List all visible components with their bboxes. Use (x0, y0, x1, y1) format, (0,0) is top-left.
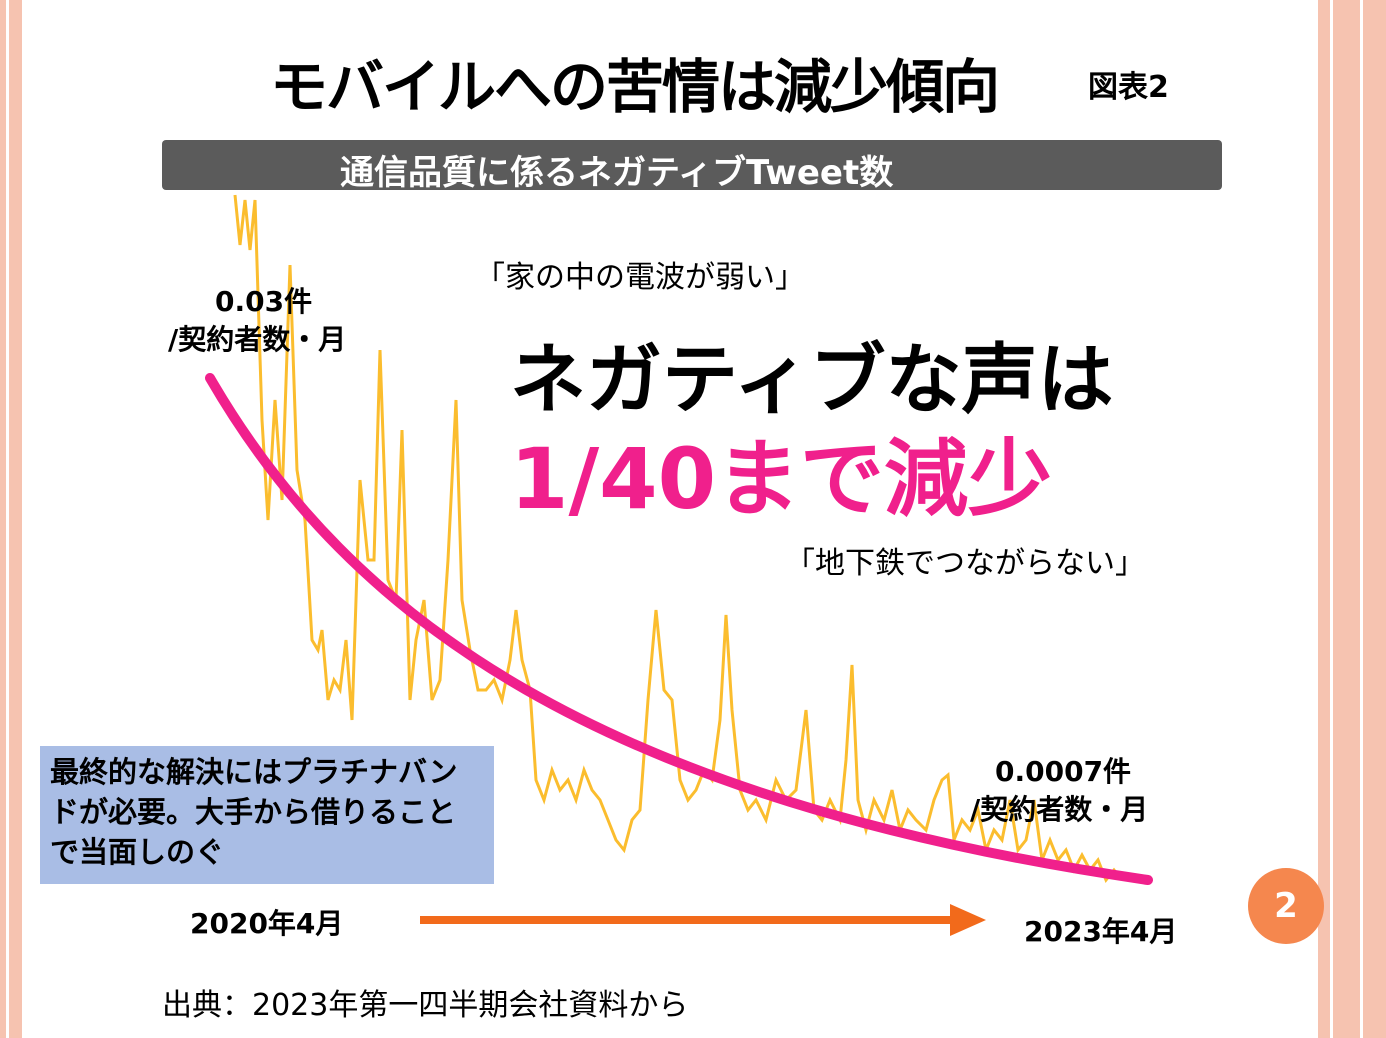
quote: 「地下鉄でつながらない」 (785, 546, 1145, 581)
headline-highlight: 1/40まで減少 (510, 430, 1053, 528)
page-badge (1248, 868, 1324, 944)
figure-label: 図表2 (1088, 70, 1169, 105)
left-border-stripe (6, 0, 9, 1038)
right-border-stripe (1360, 0, 1363, 1038)
banner-text: 通信品質に係るネガティブTweet数 (340, 153, 894, 193)
right-border-stripe (1330, 0, 1333, 1038)
right-border (1318, 0, 1386, 1038)
source: 出典：2023年第一四半期会社資料から (162, 988, 689, 1023)
tweet-line (233, 194, 1124, 883)
trend-curve (205, 373, 1153, 885)
start-value: 0.03件 (215, 285, 313, 318)
start-unit: /契約者数・月 (168, 323, 347, 356)
page-number: 2 (1274, 886, 1298, 926)
end-date: 2023年4月 (1024, 915, 1178, 948)
note: 最終的な解決にはプラチナバンドが必要。大手から借りることで当面しのぐ (50, 755, 458, 869)
note-box (40, 746, 494, 884)
quote: 「家の中の電波が弱い」 (475, 260, 805, 295)
banner-bar (162, 140, 1222, 190)
end-unit: /契約者数・月 (970, 793, 1149, 826)
title: モバイルへの苦情は減少傾向 (270, 53, 1000, 121)
left-border (0, 0, 22, 1038)
start-date: 2020年4月 (190, 907, 344, 940)
headline: ネガティブな声は (510, 335, 1114, 424)
end-value: 0.0007件 (995, 755, 1132, 788)
arrow-head (950, 904, 986, 936)
